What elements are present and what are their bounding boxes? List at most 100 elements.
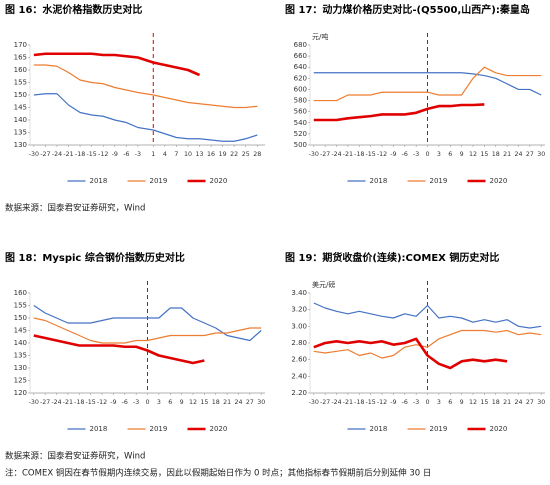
x-tick-label: 30 [537,399,545,406]
x-tick-label: -30 [309,399,319,406]
y-tick-label: 130 [14,364,27,372]
y-tick-label: 150 [14,91,27,99]
series-line [313,66,542,102]
x-tick-label: -24 [52,151,62,158]
source: 数据来源：国泰君安证券研究，Wind [5,203,145,214]
series-line [313,72,542,96]
x-tick-label: -30 [29,151,39,158]
y-tick-label: 640 [294,63,307,71]
x-tick-label: -15 [365,151,375,158]
y-tick-label: 165 [14,54,27,62]
chart-title: 图 19：期货收盘价(连续):COMEX 铜历史对比 [285,251,499,264]
x-tick-label: 12 [469,151,477,158]
x-tick-label: 18 [212,399,220,406]
y-tick-label: 580 [294,97,307,105]
legend-label: 2020 [210,177,228,185]
x-tick-label: -30 [29,399,39,406]
y-axis-label: 元/吨 [312,32,328,41]
x-tick-label: 7 [174,151,178,158]
y-tick-label: 660 [294,52,307,60]
y-tick-label: 155 [14,79,27,87]
x-tick-label: -27 [320,151,330,158]
y-tick-label: 150 [14,314,27,322]
note: 注：COMEX 铜因在春节假期内连续交易，因此以假期起始日作为 0 时点；其他指… [5,468,431,479]
y-tick-label: 540 [294,119,307,127]
y-tick-label: 600 [294,85,307,93]
y-tick-label: 135 [14,352,27,360]
x-tick-label: -24 [51,399,61,406]
y-tick-label: 125 [14,377,27,385]
y-tick-label: 135 [14,129,27,137]
x-tick-label: -12 [377,151,387,158]
chart-title: 图 17：动力煤价格历史对比-(Q5500,山西产):秦皇岛 [285,3,530,16]
x-tick-label: 12 [189,399,197,406]
legend-label: 2019 [150,425,168,433]
x-tick-label: -12 [377,399,387,406]
y-tick-label: 520 [294,130,307,138]
legend-label: 2020 [210,425,228,433]
series-line [33,52,201,77]
x-tick-label: -12 [97,399,107,406]
x-tick-label: -3 [413,151,419,158]
x-tick-label: -24 [331,399,341,406]
legend-label: 2018 [90,177,108,185]
x-tick-label: 18 [492,151,500,158]
y-tick-label: 145 [14,327,27,335]
legend-label: 2020 [490,425,508,433]
x-tick-label: -6 [402,151,408,158]
x-tick-label: 24 [514,399,522,406]
y-tick-label: 160 [14,289,27,297]
x-tick-label: -9 [112,151,118,158]
x-tick-label: 3 [437,151,441,158]
y-tick-label: 130 [14,141,27,149]
y-tick-label: 2.20 [291,389,307,397]
source: 数据来源：国泰君安证券研究，Wind [5,451,145,462]
series-line [33,93,258,142]
x-tick-label: -3 [135,151,141,158]
x-tick-label: -30 [309,151,319,158]
x-tick-label: -3 [133,399,139,406]
chart-title: 图 18：Myspic 综合钢价指数历史对比 [5,251,185,264]
x-tick-label: -3 [413,399,419,406]
x-tick-label: -12 [98,151,108,158]
x-tick-label: -15 [86,151,96,158]
x-tick-label: 3 [437,399,441,406]
x-tick-label: 25 [242,151,250,158]
x-tick-label: 9 [180,399,184,406]
x-tick-label: 0 [425,399,429,406]
x-tick-label: 24 [514,151,522,158]
y-tick-label: 2.40 [291,372,307,380]
x-tick-label: 27 [526,399,534,406]
y-tick-label: 620 [294,74,307,82]
x-tick-label: -9 [390,399,396,406]
x-tick-label: 9 [460,399,464,406]
x-tick-label: 3 [157,399,161,406]
x-tick-label: 15 [480,151,488,158]
x-tick-label: 0 [145,399,149,406]
y-tick-label: 170 [14,41,27,49]
x-tick-label: 4 [163,151,167,158]
y-tick-label: 140 [14,339,27,347]
x-tick-label: 6 [448,399,452,406]
x-tick-label: 21 [503,399,511,406]
legend-label: 2019 [430,177,448,185]
y-tick-label: 3.00 [291,322,307,330]
x-tick-label: 6 [168,399,172,406]
x-tick-label: -27 [40,151,50,158]
chart-title: 图 16：水泥价格指数历史对比 [5,3,142,16]
x-tick-label: -27 [320,399,330,406]
x-tick-label: 19 [219,151,227,158]
x-tick-label: 0 [425,151,429,158]
x-tick-label: 24 [234,399,242,406]
series-line [33,334,205,365]
y-tick-label: 560 [294,108,307,116]
x-tick-label: 18 [492,399,500,406]
y-tick-label: 680 [294,41,307,49]
y-tick-label: 120 [14,389,27,397]
x-tick-label: 9 [460,151,464,158]
x-tick-label: -9 [110,399,116,406]
x-tick-label: -6 [402,399,408,406]
x-tick-label: 15 [480,399,488,406]
series-line [313,337,508,370]
x-tick-label: -21 [343,399,353,406]
